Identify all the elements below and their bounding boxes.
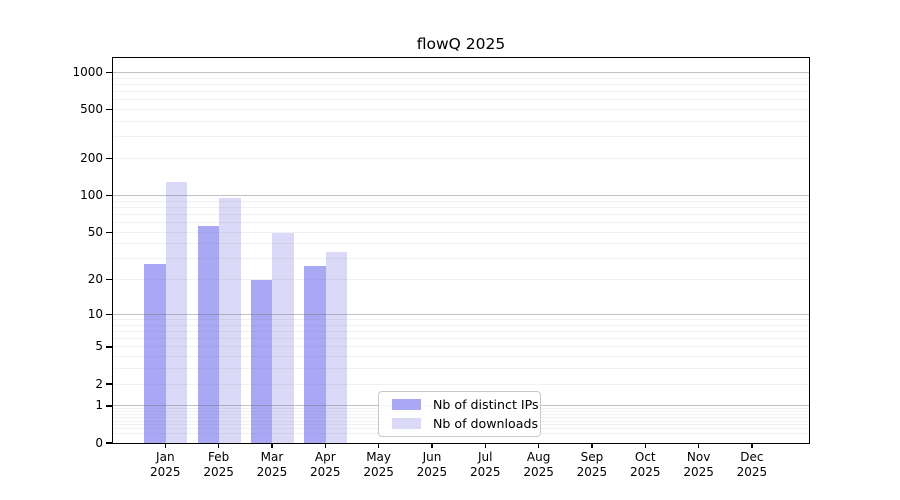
y-tick-mark (106, 108, 112, 111)
minor-gridline (113, 346, 809, 348)
x-tick-mark (164, 444, 166, 448)
minor-gridline (113, 330, 809, 332)
x-tick-label-dec: Dec 2025 (736, 450, 768, 479)
chart-title: flowQ 2025 (416, 35, 506, 53)
legend: Nb of distinct IPs Nb of downloads (378, 391, 541, 437)
y-tick-label: 50 (87, 224, 103, 239)
x-tick-mark (644, 444, 646, 448)
x-tick-mark (591, 444, 593, 448)
minor-gridline (113, 77, 809, 79)
x-tick-label-jun: Jun 2025 (416, 450, 448, 479)
minor-gridline (113, 91, 809, 93)
bar-downloads-jan (165, 182, 188, 443)
minor-gridline (113, 319, 809, 320)
minor-gridline (113, 109, 809, 111)
y-tick-mark (106, 194, 112, 197)
y-tick-mark (106, 346, 112, 348)
x-tick-label-nov: Nov 2025 (683, 450, 714, 479)
minor-gridline (113, 200, 809, 202)
y-tick-mark (106, 279, 112, 281)
legend-swatch-distinct-ips (392, 398, 421, 410)
legend-label: Nb of distinct IPs (433, 396, 539, 412)
legend-label: Nb of downloads (433, 416, 539, 432)
minor-gridline (113, 206, 809, 208)
y-tick-label: 100 (80, 187, 103, 202)
x-tick-label-apr: Apr 2025 (310, 450, 341, 479)
x-tick-mark (484, 444, 486, 448)
major-gridline (113, 313, 809, 315)
minor-gridline (113, 158, 809, 160)
x-tick-mark (751, 444, 753, 448)
y-tick-mark (106, 442, 112, 444)
legend-item: Nb of downloads (379, 415, 540, 433)
y-tick-label: 1000 (72, 64, 103, 79)
x-tick-mark (431, 444, 433, 448)
minor-gridline (113, 99, 809, 101)
plot-area (112, 57, 810, 444)
x-tick-label-feb: Feb 2025 (203, 450, 234, 479)
minor-gridline (113, 83, 809, 85)
major-gridline (113, 194, 809, 196)
x-tick-label-jan: Jan 2025 (150, 450, 181, 479)
y-tick-label: 10 (87, 306, 103, 321)
bar-downloads-mar (272, 233, 294, 443)
bar-distinct-ips-jan (144, 264, 166, 443)
x-tick-label-aug: Aug 2025 (523, 450, 554, 479)
y-tick-label: 500 (80, 102, 103, 117)
minor-gridline (113, 222, 809, 223)
x-tick-mark (377, 444, 380, 448)
x-tick-mark (324, 444, 326, 448)
major-gridline (113, 71, 809, 73)
y-tick-label: 0 (95, 435, 103, 450)
y-tick-label: 20 (87, 272, 103, 287)
minor-gridline (113, 243, 809, 245)
minor-gridline (113, 258, 809, 260)
minor-gridline (113, 356, 809, 358)
y-tick-label: 5 (95, 339, 103, 354)
bar-downloads-feb (219, 197, 241, 443)
y-tick-mark (106, 405, 112, 407)
bar-distinct-ips-apr (304, 266, 326, 443)
legend-item: Nb of distinct IPs (379, 395, 540, 413)
x-tick-label-mar: Mar 2025 (256, 450, 288, 479)
x-tick-label-jul: Jul 2025 (469, 450, 501, 479)
minor-gridline (113, 231, 809, 233)
minor-gridline (113, 136, 809, 138)
x-tick-mark (217, 444, 220, 448)
bar-downloads-apr (325, 252, 348, 443)
minor-gridline (113, 213, 809, 215)
legend-swatch-downloads (392, 418, 421, 430)
y-tick-mark (106, 231, 112, 233)
y-tick-mark (106, 313, 112, 316)
x-tick-mark (271, 444, 273, 448)
x-tick-label-sep: Sep 2025 (576, 450, 608, 479)
y-tick-label: 200 (80, 151, 103, 166)
x-tick-label-may: May 2025 (363, 450, 394, 479)
minor-gridline (113, 338, 809, 340)
bar-distinct-ips-mar (250, 279, 273, 443)
minor-gridline (113, 279, 809, 281)
minor-gridline (113, 383, 809, 385)
x-tick-label-oct: Oct 2025 (629, 450, 661, 479)
y-tick-mark (106, 71, 112, 74)
x-tick-mark (537, 444, 540, 448)
minor-gridline (113, 368, 809, 370)
y-tick-mark (106, 383, 112, 385)
y-tick-label: 2 (95, 376, 103, 391)
y-tick-label: 1 (95, 398, 103, 413)
x-tick-mark (697, 444, 700, 448)
y-tick-mark (106, 157, 112, 160)
minor-gridline (113, 324, 809, 326)
bar-distinct-ips-feb (197, 226, 220, 443)
minor-gridline (113, 121, 809, 122)
